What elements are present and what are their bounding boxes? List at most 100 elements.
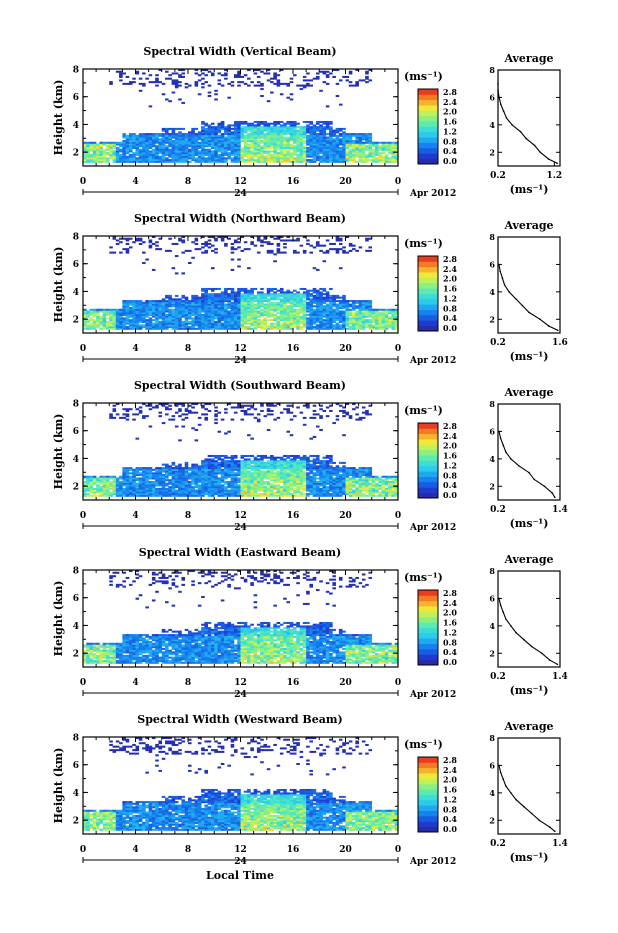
heatmap-cell	[132, 474, 136, 476]
heatmap-cell	[316, 302, 320, 304]
heatmap-cell	[336, 304, 340, 306]
heatmap-cell	[283, 83, 287, 85]
heatmap-cell	[191, 317, 195, 319]
heatmap-cell	[329, 150, 333, 152]
heatmap-cell	[280, 147, 284, 149]
heatmap-cell	[204, 293, 208, 295]
heatmap-cell	[346, 309, 350, 311]
heatmap-cell	[211, 143, 215, 145]
heatmap-cell	[136, 71, 140, 73]
heatmap-cell	[375, 161, 379, 163]
heatmap-cell	[234, 159, 238, 161]
heatmap-cell	[313, 128, 317, 130]
heatmap-cell	[352, 154, 356, 156]
heatmap-cell	[175, 138, 179, 140]
heatmap-cell	[224, 145, 228, 147]
heatmap-cell	[152, 319, 156, 321]
heatmap-cell	[319, 321, 323, 323]
heatmap-cell	[250, 288, 254, 290]
heatmap-cell	[352, 150, 356, 152]
heatmap-cell	[109, 477, 113, 479]
heatmap-cell	[218, 83, 222, 85]
heatmap-cell	[231, 471, 235, 473]
heatmap-cell	[280, 130, 284, 132]
heatmap-cell	[132, 302, 136, 304]
heatmap-cell	[313, 316, 317, 318]
heatmap-cell	[142, 486, 146, 488]
heatmap-cell	[221, 126, 225, 128]
heatmap-cell	[106, 495, 110, 497]
heatmap-cell	[247, 314, 251, 316]
heatmap-cell	[234, 486, 238, 488]
heatmap-cell	[267, 126, 271, 128]
heatmap-cell	[126, 419, 130, 421]
heatmap-cell	[231, 488, 235, 490]
heatmap-cell	[181, 469, 185, 471]
heatmap-cell	[172, 419, 176, 421]
heatmap-cell	[306, 137, 310, 139]
heatmap-cell	[155, 474, 159, 476]
heatmap-cell	[323, 309, 327, 311]
heatmap-cell	[323, 310, 327, 312]
heatmap-cell	[349, 319, 353, 321]
heatmap-cell	[313, 314, 317, 316]
heatmap-cell	[247, 310, 251, 312]
heatmap-cell	[204, 469, 208, 471]
heatmap-cell	[382, 314, 386, 316]
heatmap-cell	[218, 147, 222, 149]
y-tick-label: 4	[73, 288, 79, 298]
heatmap-cell	[319, 295, 323, 297]
colorbar-unit: (ms⁻¹)	[404, 70, 443, 83]
heatmap-cell	[175, 486, 179, 488]
heatmap-cell	[142, 262, 146, 264]
heatmap-cell	[290, 143, 294, 145]
heatmap-cell	[306, 323, 310, 325]
y-tick-label: 6	[73, 260, 79, 270]
heatmap-cell	[224, 291, 228, 293]
heatmap-cell	[359, 307, 363, 309]
heatmap-cell	[158, 140, 162, 142]
heatmap-cell	[103, 486, 107, 488]
heatmap-cell	[152, 143, 156, 145]
heatmap-cell	[293, 293, 297, 295]
heatmap-cell	[93, 156, 97, 158]
heatmap-cell	[300, 161, 304, 163]
heatmap-cell	[234, 476, 238, 478]
heatmap-cell	[129, 314, 133, 316]
heatmap-cell	[90, 483, 94, 485]
heatmap-cell	[155, 476, 159, 478]
heatmap-cell	[313, 143, 317, 145]
heatmap-cell	[195, 493, 199, 495]
heatmap-cell	[359, 323, 363, 325]
heatmap-cell	[368, 159, 372, 161]
heatmap-cell	[296, 324, 300, 326]
heatmap-cell	[303, 86, 307, 88]
heatmap-cell	[158, 138, 162, 140]
heatmap-cell	[188, 469, 192, 471]
heatmap-cell	[227, 310, 231, 312]
heatmap-cell	[359, 156, 363, 158]
heatmap-cell	[241, 304, 245, 306]
heatmap-cell	[290, 138, 294, 140]
heatmap-cell	[119, 495, 123, 497]
heatmap-cell	[349, 304, 353, 306]
heatmap-cell	[126, 495, 130, 497]
heatmap-cell	[332, 147, 336, 149]
heatmap-cell	[283, 142, 287, 144]
heatmap-cell	[208, 124, 212, 126]
heatmap-cell	[224, 486, 228, 488]
heatmap-cell	[185, 304, 189, 306]
heatmap-cell	[224, 140, 228, 142]
heatmap-cell	[231, 490, 235, 492]
heatmap-cell	[208, 309, 212, 311]
heatmap-cell	[188, 305, 192, 307]
heatmap-cell	[257, 147, 261, 149]
heatmap-cell	[162, 476, 166, 478]
heatmap-cell	[237, 246, 241, 248]
heatmap-cell	[362, 326, 366, 328]
heatmap-cell	[316, 317, 320, 319]
heatmap-cell	[145, 157, 149, 159]
heatmap-cell	[162, 486, 166, 488]
heatmap-cell	[247, 305, 251, 307]
heatmap-cell	[273, 145, 277, 147]
